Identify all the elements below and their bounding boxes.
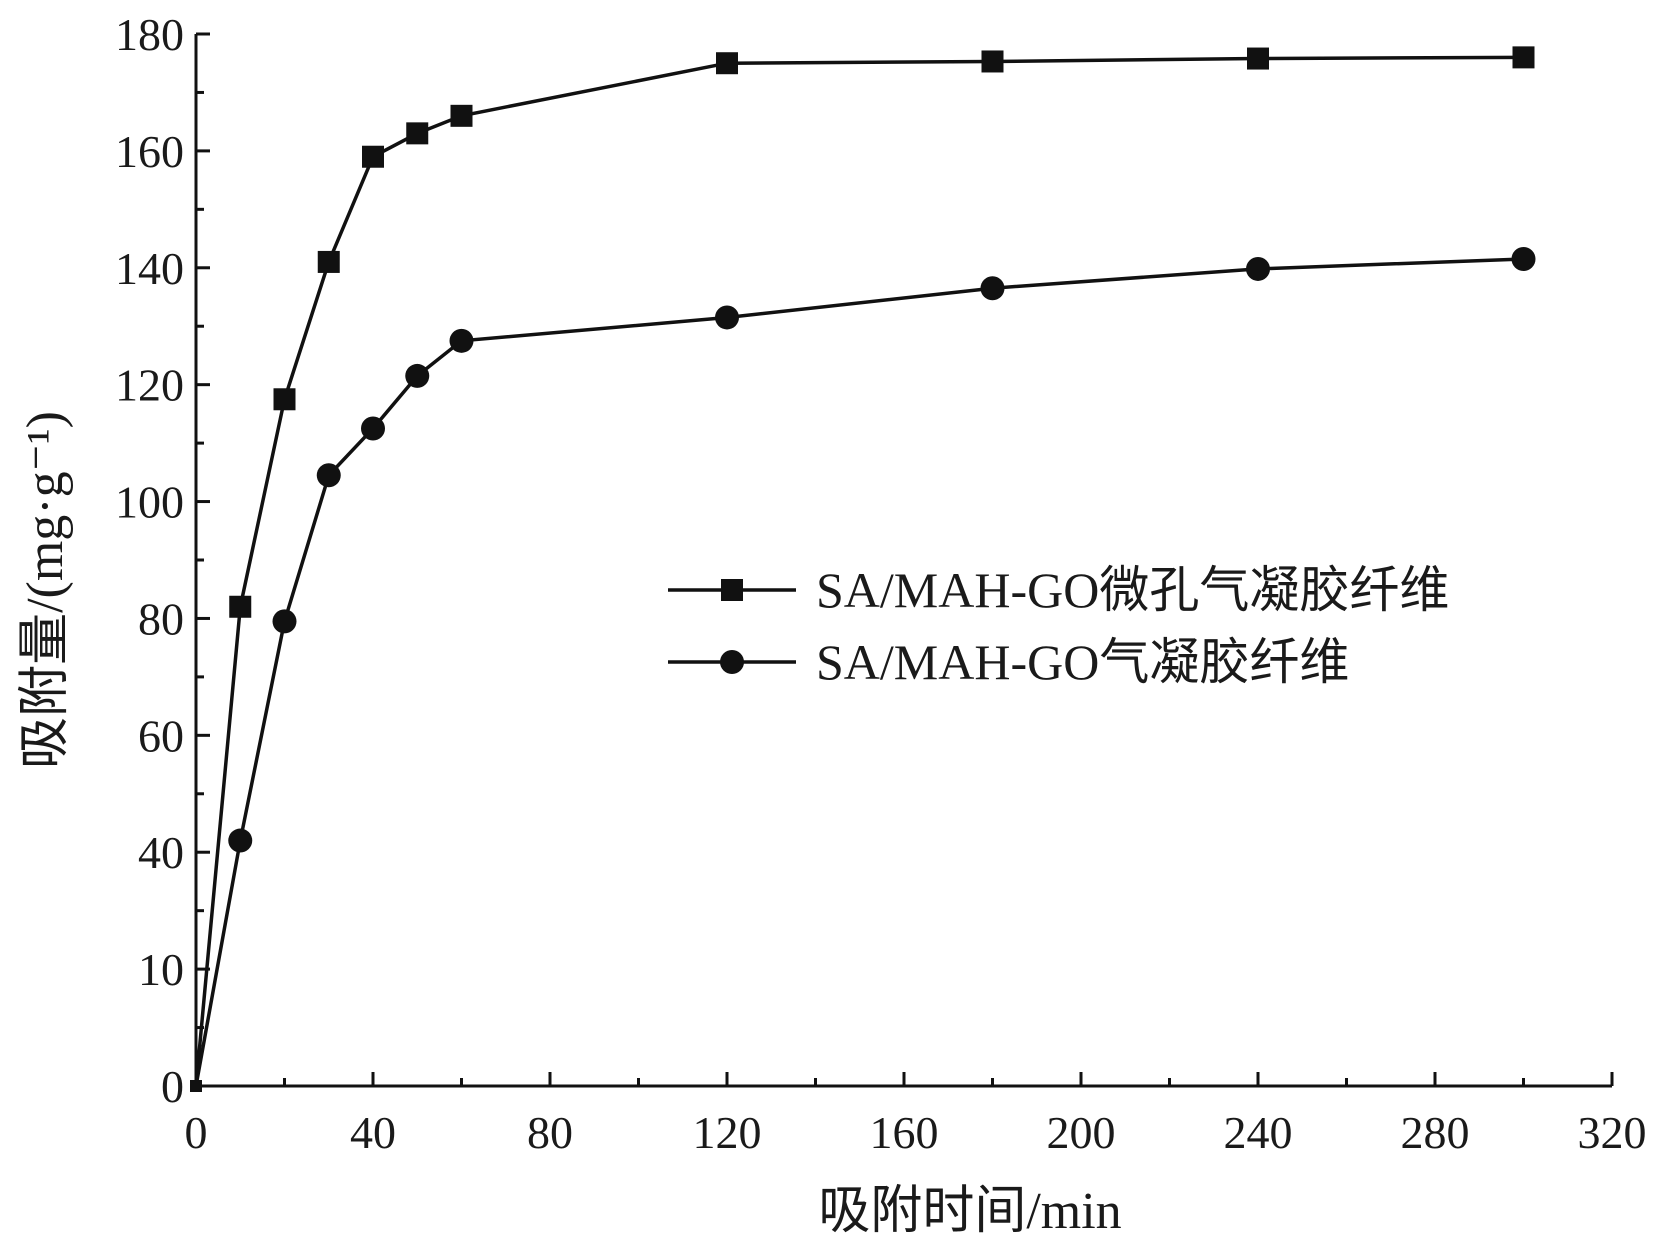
y-tick-label: 0 (161, 1061, 184, 1112)
y-tick-label: 80 (138, 593, 184, 644)
data-point (980, 276, 1005, 301)
data-point (981, 50, 1004, 73)
y-tick-label: 120 (115, 360, 184, 411)
data-point (229, 595, 252, 618)
data-point (273, 388, 296, 411)
x-tick-label: 200 (1047, 1107, 1116, 1158)
x-tick-label: 320 (1578, 1107, 1647, 1158)
x-tick-label: 40 (350, 1107, 396, 1158)
data-point (1512, 46, 1535, 69)
legend-marker (721, 579, 743, 601)
legend: SA/MAH-GO微孔气凝胶纤维 SA/MAH-GO气凝胶纤维 (668, 562, 1449, 690)
y-tick-label: 160 (115, 126, 184, 177)
data-point (190, 1080, 202, 1092)
x-axis-title: 吸附时间/min (818, 1183, 1121, 1240)
y-tick-label: 180 (115, 9, 184, 60)
data-point (1246, 256, 1270, 281)
data-point (1247, 47, 1269, 70)
series-2 (190, 247, 1536, 1092)
legend-label: SA/MAH-GO微孔气凝胶纤维 (816, 562, 1449, 618)
data-point (362, 145, 384, 168)
legend-item-1: SA/MAH-GO微孔气凝胶纤维 (668, 562, 1449, 618)
data-point (716, 52, 738, 75)
data-point (450, 104, 473, 127)
series-layer (190, 46, 1536, 1092)
y-tick-label: 40 (138, 827, 184, 878)
x-tick-label: 120 (693, 1107, 762, 1158)
data-point (715, 305, 739, 330)
x-tick-label: 0 (185, 1107, 208, 1158)
y-tick-label: 60 (138, 710, 184, 761)
legend-marker (720, 650, 744, 674)
data-point (449, 328, 474, 353)
y-tick-label: 10 (138, 944, 184, 995)
y-tick-label: 140 (115, 243, 184, 294)
data-point (228, 828, 253, 853)
x-tick-label: 240 (1224, 1107, 1293, 1158)
x-tick-label: 160 (870, 1107, 939, 1158)
data-point (316, 463, 341, 488)
legend-item-2: SA/MAH-GO气凝胶纤维 (668, 634, 1349, 690)
ticks: 0 40 80 120 160 200 240 280 320 0 10 40 60 80 100 120 14… (115, 9, 1647, 1158)
data-point (406, 122, 429, 145)
data-point (317, 250, 340, 273)
x-tick-label: 80 (527, 1107, 573, 1158)
y-tick-label: 100 (115, 477, 184, 528)
axes (194, 34, 1612, 1088)
x-tick-label: 280 (1401, 1107, 1470, 1158)
data-point (272, 609, 297, 634)
data-point (361, 416, 385, 441)
data-point (405, 363, 430, 388)
data-point (1511, 247, 1536, 272)
legend-label: SA/MAH-GO气凝胶纤维 (816, 634, 1349, 690)
y-axis-title: 吸附量/(mg·g⁻¹) (17, 411, 74, 769)
